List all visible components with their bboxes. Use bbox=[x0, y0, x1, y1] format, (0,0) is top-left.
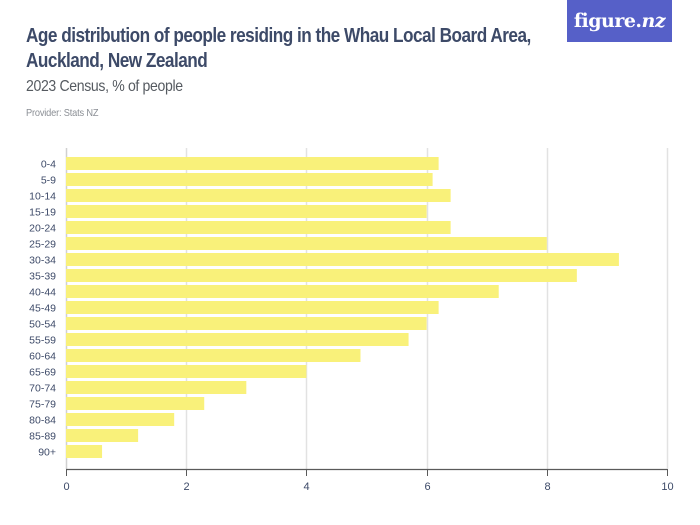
x-tick-label: 2 bbox=[183, 481, 189, 493]
x-tick-label: 10 bbox=[661, 481, 673, 493]
chart-title-line-1: Age distribution of people residing in t… bbox=[26, 25, 531, 47]
chart-subtitle: 2023 Census, % of people bbox=[26, 78, 183, 95]
bar-0-4[interactable] bbox=[66, 157, 439, 170]
bar-15-19[interactable] bbox=[66, 205, 427, 218]
bar-55-59[interactable] bbox=[66, 333, 409, 346]
bar-90+[interactable] bbox=[66, 445, 103, 458]
bar-50-54[interactable] bbox=[66, 317, 427, 330]
y-label: 60-64 bbox=[29, 350, 56, 362]
y-label: 20-24 bbox=[29, 222, 56, 234]
chart-title-line-2: Auckland, New Zealand bbox=[26, 50, 208, 72]
y-label: 25-29 bbox=[29, 238, 56, 250]
y-label: 35-39 bbox=[29, 270, 56, 282]
x-tick-label: 6 bbox=[424, 481, 430, 493]
y-label: 55-59 bbox=[29, 334, 56, 346]
bar-20-24[interactable] bbox=[66, 221, 451, 234]
y-label: 65-69 bbox=[29, 366, 56, 378]
y-label: 10-14 bbox=[29, 190, 56, 202]
y-label: 50-54 bbox=[29, 318, 56, 330]
y-label: 70-74 bbox=[29, 382, 56, 394]
x-tick-label: 4 bbox=[303, 481, 309, 493]
bar-70-74[interactable] bbox=[66, 381, 247, 394]
y-label: 0-4 bbox=[41, 158, 56, 170]
x-tick-label: 8 bbox=[544, 481, 550, 493]
bar-10-14[interactable] bbox=[66, 189, 451, 202]
y-axis-labels: 0-4 5-9 10-14 15-19 20-24 25-29 30-34 35-39 40-4… bbox=[29, 158, 56, 458]
chart-title: Age distribution of people residing in t… bbox=[26, 24, 531, 74]
logo-text-main: figure. bbox=[573, 10, 642, 32]
bar-40-44[interactable] bbox=[66, 285, 499, 298]
y-label: 40-44 bbox=[29, 286, 56, 298]
y-label: 90+ bbox=[38, 446, 56, 458]
y-label: 5-9 bbox=[41, 174, 56, 186]
x-tick-label: 0 bbox=[63, 481, 69, 493]
y-label: 15-19 bbox=[29, 206, 56, 218]
bar-85-89[interactable] bbox=[66, 429, 139, 442]
bar-35-39[interactable] bbox=[66, 269, 577, 282]
bar-30-34[interactable] bbox=[66, 253, 619, 266]
bar-25-29[interactable] bbox=[66, 237, 547, 250]
logo-text-nz: nz bbox=[641, 10, 666, 32]
bar-45-49[interactable] bbox=[66, 301, 439, 314]
bar-75-79[interactable] bbox=[66, 397, 205, 410]
y-label: 80-84 bbox=[29, 414, 56, 426]
bars bbox=[66, 157, 619, 458]
y-label: 45-49 bbox=[29, 302, 56, 314]
bar-65-69[interactable] bbox=[66, 365, 307, 378]
x-axis: 0 2 4 6 8 10 bbox=[63, 468, 674, 493]
bar-60-64[interactable] bbox=[66, 349, 361, 362]
bar-80-84[interactable] bbox=[66, 413, 175, 426]
y-label: 30-34 bbox=[29, 254, 56, 266]
data-provider: Provider: Stats NZ bbox=[26, 107, 99, 119]
figure-nz-logo[interactable]: figure. nz bbox=[567, 0, 672, 42]
bar-5-9[interactable] bbox=[66, 173, 433, 186]
y-label: 85-89 bbox=[29, 430, 56, 442]
y-label: 75-79 bbox=[29, 398, 56, 410]
